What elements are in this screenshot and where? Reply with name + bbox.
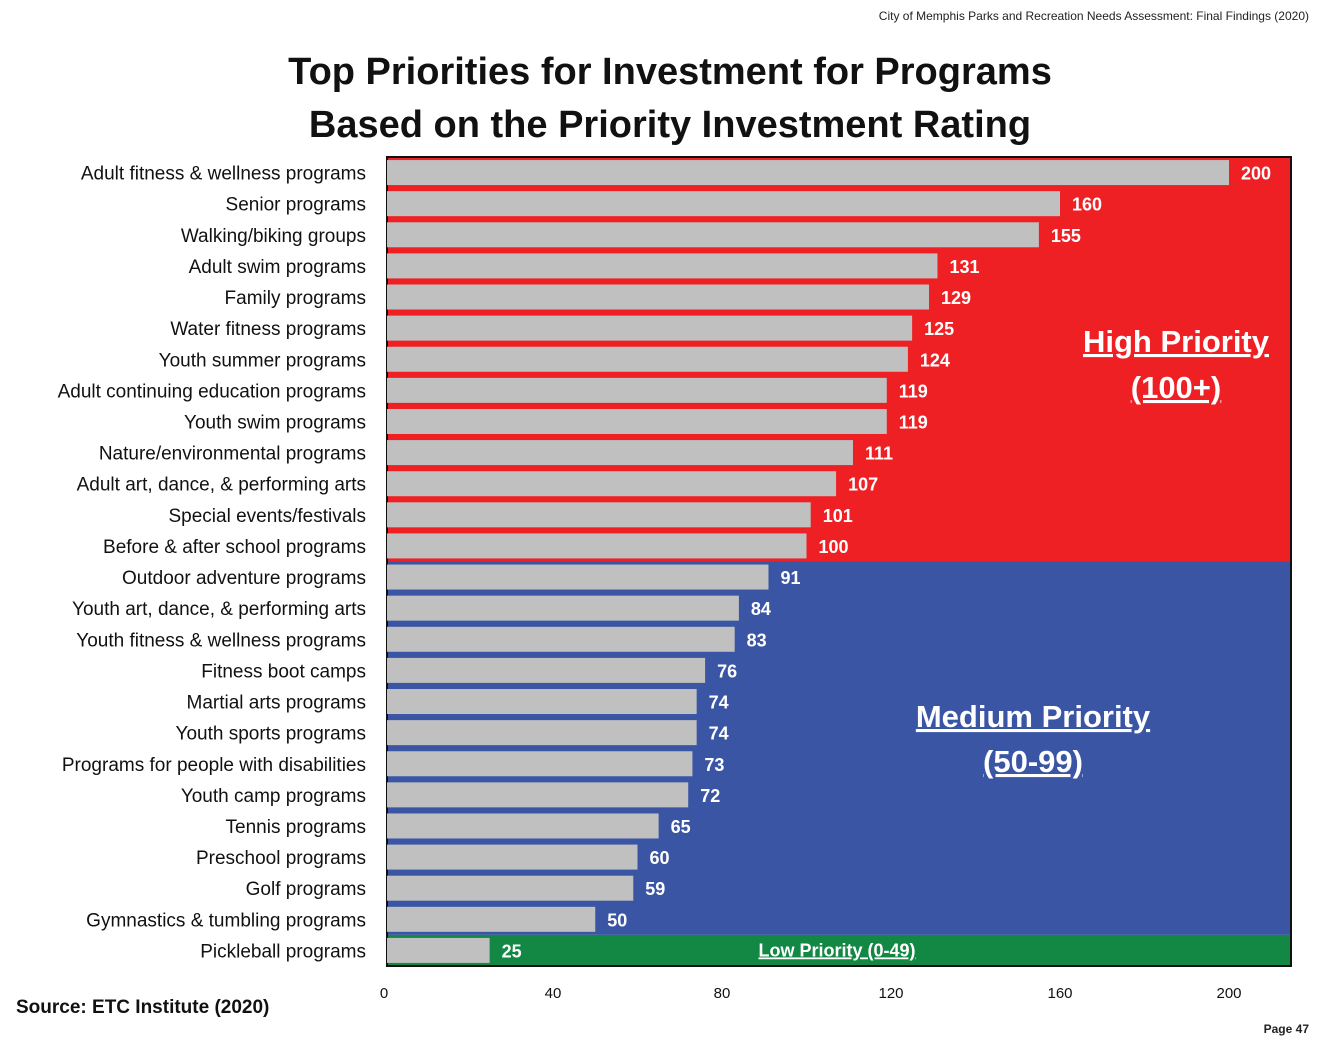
data-label-12: 100 — [819, 537, 849, 557]
category-label-14: Youth art, dance, & performing arts — [72, 599, 366, 620]
category-label-4: Family programs — [225, 288, 366, 309]
category-label-12: Before & after school programs — [103, 537, 366, 558]
page-number: Page 47 — [1263, 1022, 1309, 1036]
source-note: Source: ETC Institute (2020) — [16, 997, 270, 1018]
bar-11 — [387, 502, 811, 528]
bar-8 — [387, 408, 887, 434]
bar-22 — [387, 844, 638, 870]
zone-label-low: Low Priority (0-49) — [758, 940, 915, 960]
data-label-24: 50 — [607, 910, 627, 930]
data-label-14: 84 — [751, 599, 771, 619]
data-label-17: 74 — [709, 693, 729, 713]
zone-label-medium-range: (50-99) — [983, 744, 1083, 779]
data-label-0: 200 — [1241, 164, 1271, 184]
bar-7 — [387, 377, 887, 403]
bar-0 — [387, 160, 1229, 186]
category-label-3: Adult swim programs — [189, 257, 366, 278]
zone-label-high: High Priority — [1083, 324, 1270, 359]
data-label-4: 129 — [941, 288, 971, 308]
data-label-21: 65 — [671, 817, 691, 837]
bar-5 — [387, 315, 913, 341]
data-label-8: 119 — [899, 412, 928, 432]
chart-title-line-2: Based on the Priority Investment Rating — [308, 104, 1032, 146]
data-label-5: 125 — [924, 319, 954, 339]
category-label-9: Nature/environmental programs — [99, 444, 366, 465]
bar-1 — [387, 191, 1060, 217]
chart-title: Top Priorities for Investment for Progra… — [180, 46, 1160, 152]
bar-25 — [387, 937, 490, 963]
category-label-1: Senior programs — [226, 195, 366, 216]
category-label-18: Youth sports programs — [176, 724, 366, 745]
data-label-23: 59 — [645, 879, 665, 899]
category-label-6: Youth summer programs — [159, 350, 366, 371]
data-label-2: 155 — [1051, 226, 1081, 246]
data-label-18: 74 — [709, 724, 729, 744]
category-label-25: Pickleball programs — [200, 941, 366, 962]
bar-18 — [387, 720, 697, 746]
category-label-16: Fitness boot camps — [201, 661, 366, 682]
x-tick-label-3: 120 — [878, 985, 903, 1002]
category-label-24: Gymnastics & tumbling programs — [86, 910, 366, 931]
data-label-25: 25 — [502, 941, 522, 961]
category-label-23: Golf programs — [246, 879, 366, 900]
category-label-20: Youth camp programs — [181, 786, 366, 807]
bar-12 — [387, 533, 807, 559]
category-label-0: Adult fitness & wellness programs — [81, 164, 366, 185]
bar-21 — [387, 813, 659, 839]
category-label-10: Adult art, dance, & performing arts — [77, 475, 366, 496]
x-tick-label-1: 40 — [545, 985, 562, 1002]
category-label-17: Martial arts programs — [187, 693, 367, 714]
zone-background-1 — [387, 561, 1291, 935]
bar-2 — [387, 222, 1039, 248]
bar-19 — [387, 751, 693, 777]
bar-24 — [387, 906, 596, 932]
category-label-5: Water fitness programs — [170, 319, 366, 340]
data-label-1: 160 — [1072, 195, 1102, 215]
category-label-7: Adult continuing education programs — [58, 381, 366, 402]
x-tick-label-0: 0 — [380, 985, 388, 1002]
category-label-15: Youth fitness & wellness programs — [76, 630, 366, 651]
data-label-16: 76 — [717, 661, 737, 681]
bar-10 — [387, 471, 837, 497]
data-label-22: 60 — [650, 848, 670, 868]
data-label-19: 73 — [704, 755, 724, 775]
bar-9 — [387, 440, 853, 466]
bar-6 — [387, 346, 908, 372]
data-label-9: 111 — [865, 444, 893, 464]
bar-23 — [387, 875, 634, 901]
zone-label-high-range: (100+) — [1131, 370, 1221, 405]
category-label-11: Special events/festivals — [169, 506, 367, 527]
data-label-10: 107 — [848, 475, 878, 495]
data-label-7: 119 — [899, 381, 928, 401]
chart-title-line-1: Top Priorities for Investment for Progra… — [288, 51, 1052, 93]
x-tick-label-4: 160 — [1047, 985, 1072, 1002]
category-label-19: Programs for people with disabilities — [62, 755, 366, 776]
bar-3 — [387, 253, 938, 279]
data-label-6: 124 — [920, 350, 950, 370]
category-label-21: Tennis programs — [226, 817, 366, 838]
bar-4 — [387, 284, 930, 310]
category-label-2: Walking/biking groups — [181, 226, 366, 247]
bar-13 — [387, 564, 769, 590]
zone-background-2 — [387, 934, 1291, 966]
bar-17 — [387, 689, 697, 715]
category-label-22: Preschool programs — [196, 848, 366, 869]
bar-14 — [387, 595, 739, 621]
category-label-13: Outdoor adventure programs — [122, 568, 366, 589]
bar-15 — [387, 626, 735, 652]
plot-border — [386, 156, 1292, 967]
bar-20 — [387, 782, 689, 808]
document-header: City of Memphis Parks and Recreation Nee… — [878, 9, 1309, 23]
category-label-8: Youth swim programs — [184, 412, 366, 433]
data-label-13: 91 — [780, 568, 800, 588]
data-label-20: 72 — [700, 786, 720, 806]
data-label-3: 131 — [949, 257, 979, 277]
data-label-11: 101 — [823, 506, 853, 526]
zone-label-medium: Medium Priority — [916, 699, 1151, 734]
bar-16 — [387, 657, 706, 683]
x-tick-label-2: 80 — [714, 985, 731, 1002]
x-tick-label-5: 200 — [1216, 985, 1241, 1002]
data-label-15: 83 — [747, 630, 767, 650]
